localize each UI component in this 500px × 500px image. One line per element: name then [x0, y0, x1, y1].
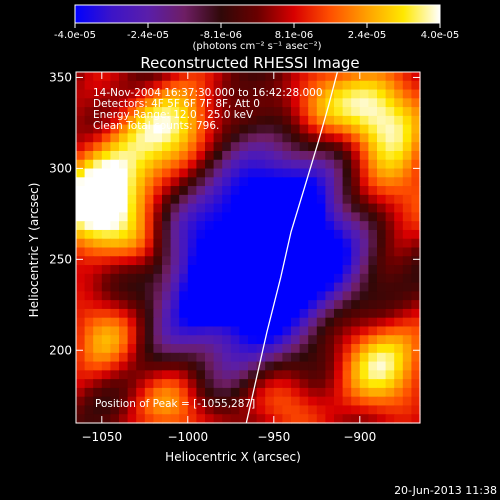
colorbar-unit-label: (photons cm⁻² s⁻¹ asec⁻²) — [192, 41, 321, 52]
solar-limb-curve — [245, 71, 339, 424]
heatmap-image — [76, 72, 421, 424]
x-tick-label: −1000 — [168, 430, 209, 444]
annotation-energy: Energy Range: 12.0 - 25.0 keV — [93, 109, 254, 121]
colorbar-tick-label: -8.1e-06 — [200, 30, 242, 41]
colorbar-tick-label: -4.0e-05 — [54, 30, 96, 41]
annotation-counts: Clean Total counts: 796. — [93, 120, 219, 132]
footer-timestamp: 20-Jun-2013 11:38 — [394, 484, 497, 497]
y-axis-label: Heliocentric Y (arcsec) — [27, 183, 41, 318]
plot-frame — [75, 71, 421, 424]
x-tick-label: −950 — [257, 430, 290, 444]
y-tick-label: 200 — [49, 343, 72, 357]
colorbar — [74, 4, 441, 24]
x-axis-label: Heliocentric X (arcsec) — [165, 450, 301, 464]
axis-ticks: −1050 −1000 −950 −900 200 250 300 350 — [49, 70, 420, 444]
plot-area: −1050 −1000 −950 −900 200 250 300 350 — [49, 70, 421, 444]
y-tick-label: 300 — [49, 161, 72, 175]
y-tick-label: 250 — [49, 252, 72, 266]
x-tick-label: −1050 — [82, 430, 123, 444]
colorbar-tick-label: 2.4e-05 — [348, 30, 386, 41]
colorbar-tick-label: -2.4e-05 — [127, 30, 169, 41]
annotation-time: 14-Nov-2004 16:37:30.000 to 16:42:28.000 — [93, 87, 323, 99]
y-tick-label: 350 — [49, 70, 72, 84]
peak-position-label: Position of Peak = [-1055,287] — [95, 398, 255, 410]
colorbar-tick-label: 8.1e-06 — [275, 30, 313, 41]
chart-title: Reconstructed RHESSI Image — [140, 54, 359, 72]
colorbar-tick-label: 4.0e-05 — [421, 30, 459, 41]
colorbar-ticks: -4.0e-05 -2.4e-05 -8.1e-06 8.1e-06 2.4e-05 4.… — [54, 23, 459, 41]
annotation-detectors: Detectors: 4F 5F 6F 7F 8F, Att 0 — [93, 98, 260, 110]
x-tick-label: −900 — [343, 430, 376, 444]
